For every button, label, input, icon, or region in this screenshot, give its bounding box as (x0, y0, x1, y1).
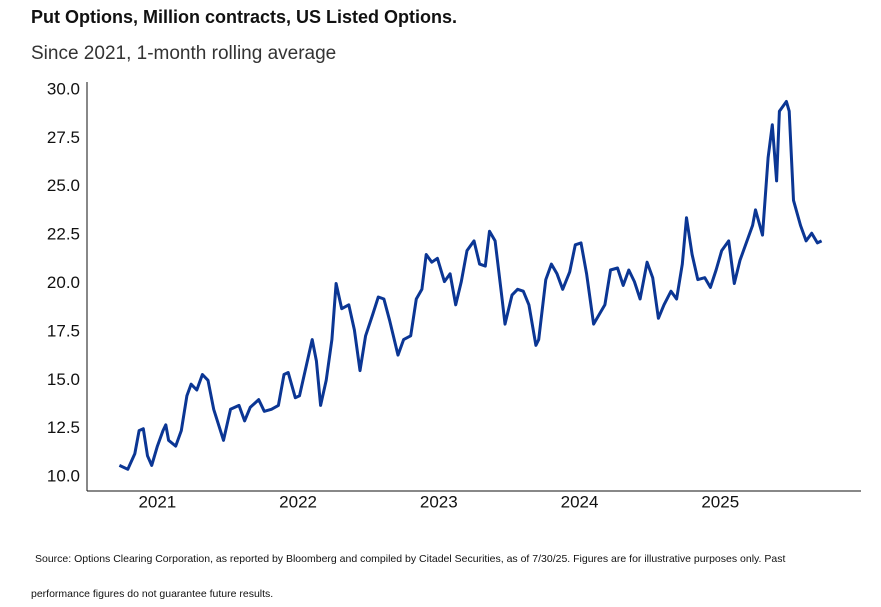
y-tick-label: 30.0 (47, 79, 80, 98)
y-tick-label: 17.5 (47, 321, 80, 340)
y-tick-label: 15.0 (47, 370, 80, 389)
x-tick-label: 2022 (279, 492, 317, 511)
chart-title: Put Options, Million contracts, US Liste… (31, 7, 457, 27)
y-tick-label: 12.5 (47, 418, 80, 437)
source-note: Source: Options Clearing Corporation, as… (35, 553, 785, 565)
x-tick-label: 2025 (701, 492, 739, 511)
series-line (118, 100, 823, 471)
y-tick-label: 20.0 (47, 273, 80, 292)
y-tick-label: 22.5 (47, 225, 80, 244)
y-tick-label: 27.5 (47, 128, 80, 147)
x-tick-label: 2021 (138, 492, 176, 511)
source-note: performance figures do not guarantee fut… (31, 588, 273, 600)
chart-subtitle: Since 2021, 1-month rolling average (31, 43, 336, 64)
x-tick-label: 2023 (420, 492, 458, 511)
x-tick-label: 2024 (561, 492, 599, 511)
y-tick-label: 25.0 (47, 176, 80, 195)
y-tick-label: 10.0 (47, 467, 80, 486)
